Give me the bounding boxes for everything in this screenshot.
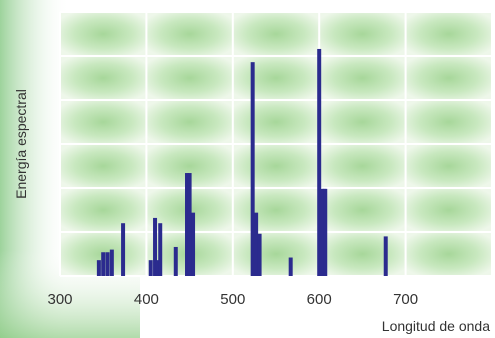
- spectral-bar: [319, 188, 324, 276]
- grid-cell: [60, 188, 147, 232]
- grid-cell: [319, 56, 406, 100]
- spectral-bar: [187, 173, 192, 276]
- grid-cell: [319, 188, 406, 232]
- grid-cell: [232, 56, 320, 100]
- x-tick-label: 700: [393, 291, 418, 308]
- spectral-bar: [109, 249, 114, 276]
- grid-cell: [60, 144, 147, 188]
- grid-cell: [232, 100, 320, 144]
- x-tick-labels: 300 400 500 600 700: [47, 291, 418, 308]
- spectral-bar: [317, 48, 322, 277]
- spectral-bar: [155, 260, 160, 276]
- spectral-bar: [96, 260, 101, 276]
- grid-cell: [319, 232, 406, 276]
- grid-cell: [232, 12, 320, 56]
- spectral-bar: [383, 236, 388, 276]
- spectral-bar: [105, 252, 110, 276]
- spectral-bar: [323, 188, 328, 276]
- grid-cell: [60, 100, 147, 144]
- x-tick-label: 400: [134, 291, 159, 308]
- grid-cell: [60, 56, 147, 100]
- x-tick-label: 600: [307, 291, 332, 308]
- grid-cell: [405, 12, 492, 56]
- grid-cell: [232, 188, 320, 232]
- y-axis-label: Energía espectral: [13, 89, 29, 199]
- spectral-bar: [148, 260, 153, 276]
- spectral-bar: [153, 217, 158, 276]
- spectral-bar: [158, 223, 163, 276]
- spectral-bar: [185, 173, 190, 276]
- x-tick-label: 300: [47, 291, 72, 308]
- spectral-bar: [288, 257, 293, 276]
- grid-cell: [232, 144, 320, 188]
- grid-cell: [319, 12, 406, 56]
- grid-cell: [146, 12, 233, 56]
- grid-cell: [405, 188, 492, 232]
- spectral-bar: [257, 233, 262, 276]
- grid-cell: [405, 56, 492, 100]
- grid-cell: [60, 12, 147, 56]
- gridlines: [59, 11, 493, 277]
- x-axis-label: Longitud de onda: [382, 318, 490, 334]
- grid-cell: [232, 232, 320, 276]
- grid-cells: [60, 12, 492, 276]
- bars: [96, 48, 388, 277]
- grid-cell: [405, 232, 492, 276]
- grid-cell: [405, 100, 492, 144]
- x-tick-label: 500: [220, 291, 245, 308]
- grid-cell: [146, 100, 233, 144]
- spectral-bar: [250, 62, 255, 276]
- spectral-bar: [101, 252, 106, 276]
- grid-cell: [319, 100, 406, 144]
- grid-cell: [319, 144, 406, 188]
- spectral-bar: [191, 212, 196, 276]
- grid-cell: [146, 56, 233, 100]
- spectral-bar: [173, 246, 178, 276]
- spectral-bar: [121, 223, 126, 276]
- grid-cell: [405, 144, 492, 188]
- spectral-bar: [254, 212, 259, 276]
